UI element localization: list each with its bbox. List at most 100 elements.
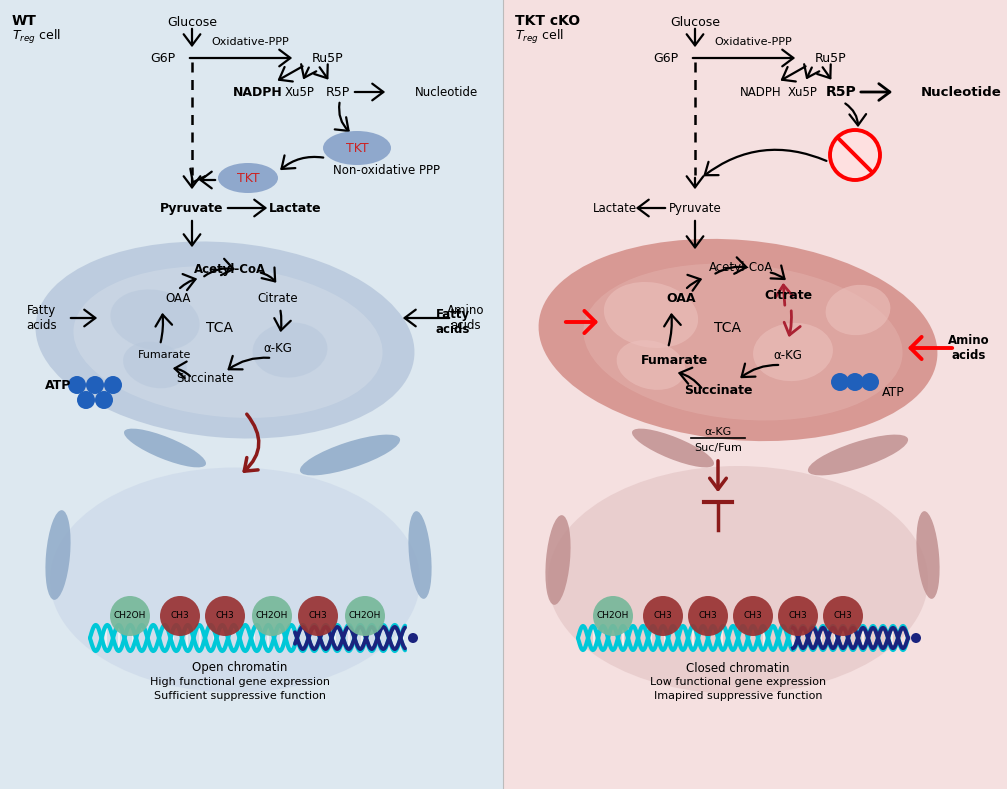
Ellipse shape — [583, 264, 902, 421]
Text: CH2OH: CH2OH — [597, 611, 629, 620]
Text: ATP: ATP — [881, 386, 904, 398]
Ellipse shape — [218, 163, 278, 193]
Text: Ru5P: Ru5P — [312, 51, 343, 65]
Text: G6P: G6P — [653, 51, 678, 65]
Ellipse shape — [753, 323, 833, 381]
Text: Closed chromatin: Closed chromatin — [686, 661, 789, 675]
Ellipse shape — [808, 435, 908, 476]
Ellipse shape — [123, 342, 187, 388]
Circle shape — [205, 596, 245, 636]
Circle shape — [408, 633, 418, 643]
Ellipse shape — [826, 285, 890, 335]
Text: Fumarate: Fumarate — [138, 350, 191, 360]
Circle shape — [861, 373, 879, 391]
Text: Fumarate: Fumarate — [641, 353, 709, 367]
Text: Xu5P: Xu5P — [285, 85, 315, 99]
Ellipse shape — [632, 428, 714, 467]
Text: CH3: CH3 — [834, 611, 852, 620]
Bar — [504, 0, 1007, 789]
Text: Open chromatin: Open chromatin — [192, 661, 288, 675]
Text: TKT: TKT — [237, 171, 260, 185]
Text: CH3: CH3 — [699, 611, 717, 620]
Text: NADPH: NADPH — [234, 85, 283, 99]
Text: TKT cKO: TKT cKO — [515, 14, 580, 28]
Text: Amino
acids: Amino acids — [447, 304, 484, 332]
Ellipse shape — [546, 515, 571, 605]
Ellipse shape — [124, 428, 206, 467]
Text: ATP: ATP — [45, 379, 71, 391]
Circle shape — [830, 130, 880, 180]
Text: WT: WT — [12, 14, 37, 28]
Text: Suc/Fum: Suc/Fum — [694, 443, 742, 453]
Text: Lactate: Lactate — [269, 201, 321, 215]
Circle shape — [252, 596, 292, 636]
Text: $T_{reg}$ cell: $T_{reg}$ cell — [12, 28, 60, 46]
Circle shape — [778, 596, 818, 636]
Text: CH2OH: CH2OH — [114, 611, 146, 620]
Text: High functional gene expression: High functional gene expression — [150, 677, 330, 687]
Text: Pyruvate: Pyruvate — [669, 201, 721, 215]
Text: CH3: CH3 — [743, 611, 762, 620]
Circle shape — [86, 376, 104, 394]
Text: Lactate: Lactate — [593, 201, 637, 215]
Text: TKT: TKT — [345, 141, 369, 155]
Text: Citrate: Citrate — [258, 291, 298, 305]
Ellipse shape — [604, 282, 698, 348]
Text: Oxidative-PPP: Oxidative-PPP — [211, 37, 289, 47]
Text: CH3: CH3 — [308, 611, 327, 620]
Ellipse shape — [409, 511, 432, 599]
Text: CH3: CH3 — [215, 611, 235, 620]
Text: Glucose: Glucose — [167, 16, 217, 29]
Circle shape — [298, 596, 338, 636]
Text: Succinate: Succinate — [176, 372, 234, 384]
Text: OAA: OAA — [667, 291, 696, 305]
Text: Ru5P: Ru5P — [815, 51, 847, 65]
Circle shape — [593, 596, 633, 636]
Text: CH3: CH3 — [170, 611, 189, 620]
Text: Pyruvate: Pyruvate — [160, 201, 224, 215]
Text: Nucleotide: Nucleotide — [921, 85, 1002, 99]
Text: Low functional gene expression: Low functional gene expression — [650, 677, 826, 687]
Text: Acetyl-CoA: Acetyl-CoA — [709, 261, 773, 275]
Circle shape — [688, 596, 728, 636]
Text: CH2OH: CH2OH — [348, 611, 382, 620]
Text: CH3: CH3 — [654, 611, 673, 620]
Ellipse shape — [45, 510, 70, 600]
Text: TCA: TCA — [715, 321, 741, 335]
Ellipse shape — [50, 468, 420, 693]
Bar — [0, 0, 504, 789]
Ellipse shape — [616, 340, 686, 390]
Circle shape — [643, 596, 683, 636]
Ellipse shape — [539, 239, 938, 441]
Circle shape — [345, 596, 385, 636]
Circle shape — [733, 596, 773, 636]
Ellipse shape — [916, 511, 940, 599]
Ellipse shape — [74, 266, 383, 418]
Text: Citrate: Citrate — [764, 289, 812, 301]
Circle shape — [104, 376, 122, 394]
Circle shape — [95, 391, 113, 409]
Text: Fatty
acids: Fatty acids — [436, 308, 470, 336]
Circle shape — [911, 633, 921, 643]
Ellipse shape — [111, 290, 199, 350]
Circle shape — [831, 373, 849, 391]
Text: $T_{reg}$ cell: $T_{reg}$ cell — [515, 28, 564, 46]
Text: Amino
acids: Amino acids — [949, 334, 990, 362]
Text: G6P: G6P — [150, 51, 175, 65]
Circle shape — [823, 596, 863, 636]
Ellipse shape — [35, 241, 415, 439]
Circle shape — [77, 391, 95, 409]
Circle shape — [68, 376, 86, 394]
Text: Non-oxidative PPP: Non-oxidative PPP — [333, 163, 440, 177]
Circle shape — [110, 596, 150, 636]
Text: α-KG: α-KG — [704, 427, 732, 437]
Text: Nucleotide: Nucleotide — [415, 85, 478, 99]
Text: OAA: OAA — [165, 291, 190, 305]
Text: Fatty
acids: Fatty acids — [27, 304, 57, 332]
Text: α-KG: α-KG — [264, 342, 292, 354]
Circle shape — [160, 596, 200, 636]
Text: R5P: R5P — [826, 85, 856, 99]
Ellipse shape — [323, 131, 391, 165]
Text: Glucose: Glucose — [670, 16, 720, 29]
Text: Acetyl-CoA: Acetyl-CoA — [194, 264, 266, 276]
